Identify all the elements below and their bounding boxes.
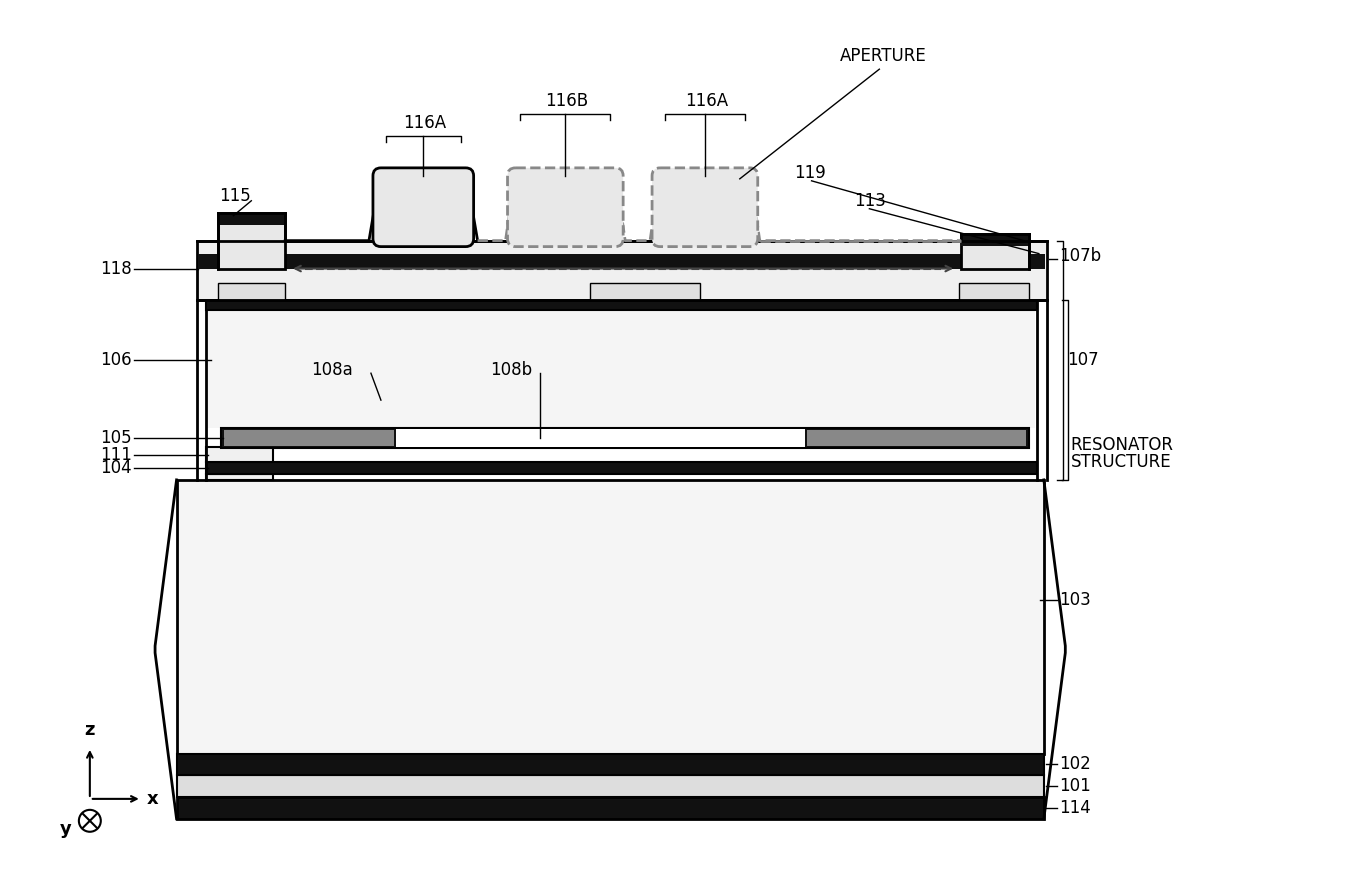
Bar <box>222 428 1029 448</box>
Text: 118: 118 <box>100 260 132 278</box>
Text: x: x <box>147 790 159 808</box>
Bar <box>207 301 1037 310</box>
Text: 106: 106 <box>100 351 132 370</box>
Bar <box>395 429 804 447</box>
Text: 116B: 116B <box>546 92 589 110</box>
FancyBboxPatch shape <box>507 168 623 247</box>
Bar <box>962 233 1029 269</box>
Bar <box>208 310 1034 428</box>
Text: 104: 104 <box>100 459 132 477</box>
Bar <box>218 283 285 301</box>
Bar <box>176 775 1044 796</box>
Bar <box>196 240 1046 301</box>
Bar <box>199 254 1045 269</box>
Text: 107b: 107b <box>1059 247 1102 264</box>
Bar <box>207 474 273 480</box>
Bar <box>962 233 1029 246</box>
Bar <box>176 480 1044 754</box>
Text: 102: 102 <box>1059 755 1091 773</box>
Text: 101: 101 <box>1059 777 1091 795</box>
Bar <box>225 430 394 446</box>
Text: 113: 113 <box>854 192 886 210</box>
Bar <box>208 301 1034 310</box>
Text: APERTURE: APERTURE <box>839 47 927 65</box>
Text: 119: 119 <box>795 164 826 182</box>
Text: 111: 111 <box>100 446 132 464</box>
Text: 105: 105 <box>100 429 132 447</box>
Text: y: y <box>61 819 71 838</box>
Bar <box>218 213 285 269</box>
Text: 116A: 116A <box>404 114 447 132</box>
Text: 103: 103 <box>1059 591 1091 608</box>
Text: 114: 114 <box>1059 799 1091 817</box>
Bar <box>807 430 1026 446</box>
Text: z: z <box>85 721 95 739</box>
Bar <box>176 754 1044 775</box>
Text: 108a: 108a <box>311 362 352 379</box>
Bar <box>208 301 1034 428</box>
Text: RESONATOR: RESONATOR <box>1071 436 1174 454</box>
FancyBboxPatch shape <box>652 168 757 247</box>
Text: 116A: 116A <box>685 92 728 110</box>
Bar <box>218 213 285 225</box>
Bar <box>207 447 273 462</box>
Bar <box>959 283 1029 301</box>
Bar <box>590 283 699 301</box>
Text: 107: 107 <box>1067 351 1099 370</box>
FancyBboxPatch shape <box>373 168 473 247</box>
Text: 108b: 108b <box>491 362 533 379</box>
Text: 115: 115 <box>219 187 252 205</box>
Bar <box>207 462 1037 474</box>
Bar <box>176 796 1044 819</box>
Text: STRUCTURE: STRUCTURE <box>1071 453 1171 471</box>
